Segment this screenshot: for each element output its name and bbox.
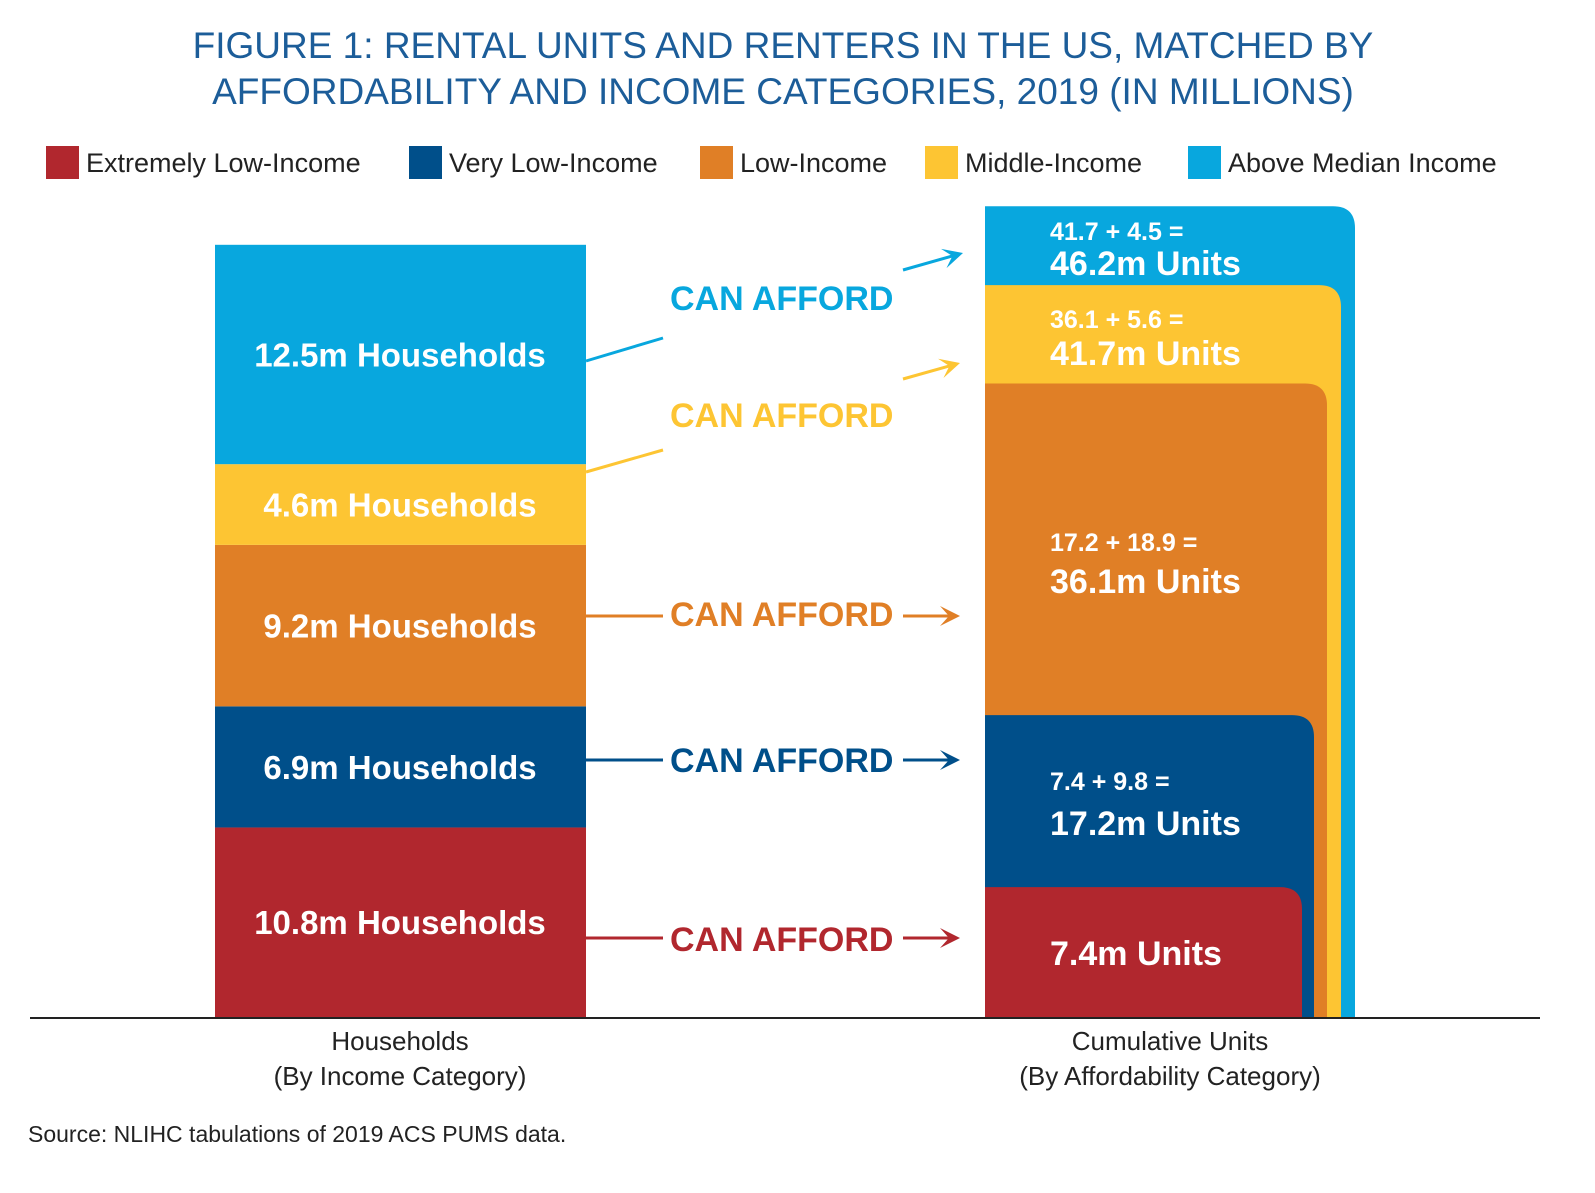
legend-label: Low-Income [740,148,887,178]
arrow-head-icon [941,248,963,269]
household-label: 9.2m Households [263,608,536,645]
legend-label: Above Median Income [1228,148,1497,178]
household-bar-segment [215,706,586,828]
legend-swatch [1188,146,1221,179]
units-label: 36.1m Units [1050,563,1241,601]
connector-line [585,336,664,363]
legend-swatch [46,146,79,179]
legend: Extremely Low-Income Very Low-Income Low-I… [46,146,1497,179]
x-label-units-sub: (By Affordability Category) [1019,1061,1321,1091]
legend-swatch [409,146,442,179]
units-formula: 36.1 + 5.6 = [1050,306,1183,334]
legend-swatch [925,146,958,179]
legend-swatch [700,146,733,179]
can-afford-label: CAN AFFORD [670,742,894,780]
household-label: 10.8m Households [254,904,546,941]
legend-label: Middle-Income [965,148,1142,178]
connector-line [585,448,664,474]
x-label-units: Cumulative Units [1072,1026,1269,1056]
can-afford-label: CAN AFFORD [670,280,894,318]
legend-label: Very Low-Income [449,148,658,178]
units-label: 17.2m Units [1050,805,1241,843]
household-label: 4.6m Households [263,487,536,524]
arrow-head-icon [940,928,960,948]
arrow-head-icon [938,358,960,379]
arrow-shaft [902,364,951,381]
units-formula: 41.7 + 4.5 = [1050,218,1183,246]
units-formula: 17.2 + 18.9 = [1050,529,1197,557]
household-bar-segment [215,827,586,1017]
units-label: 46.2m Units [1050,245,1241,283]
household-bar-segment [215,544,586,707]
cumulative-units-bar [985,887,1302,1017]
can-afford-label: CAN AFFORD [670,596,894,634]
units-label: 41.7m Units [1050,335,1241,373]
x-label-households: Households [331,1026,468,1056]
chart-marks: 10.8m Households 6.9m Households 9.2m Hous… [215,206,1355,1017]
chart-title-line2: AFFORDABILITY AND INCOME CATEGORIES, 201… [212,71,1354,112]
arrow-head-icon [940,750,960,770]
can-afford-label: CAN AFFORD [670,397,894,435]
x-label-households-sub: (By Income Category) [274,1061,527,1091]
household-label: 12.5m Households [254,336,546,373]
arrow-head-icon [940,606,960,626]
source-note: Source: NLIHC tabulations of 2019 ACS PU… [28,1121,566,1147]
legend-label: Extremely Low-Income [86,148,361,178]
can-afford-label: CAN AFFORD [670,921,894,959]
household-bar-segment [215,244,586,465]
units-formula: 7.4 + 9.8 = [1050,768,1170,796]
household-bar-segment [215,464,586,545]
arrow-shaft [902,254,954,272]
household-label: 6.9m Households [263,749,536,786]
units-label: 7.4m Units [1050,935,1222,973]
chart-title-line1: FIGURE 1: RENTAL UNITS AND RENTERS IN TH… [193,25,1374,66]
